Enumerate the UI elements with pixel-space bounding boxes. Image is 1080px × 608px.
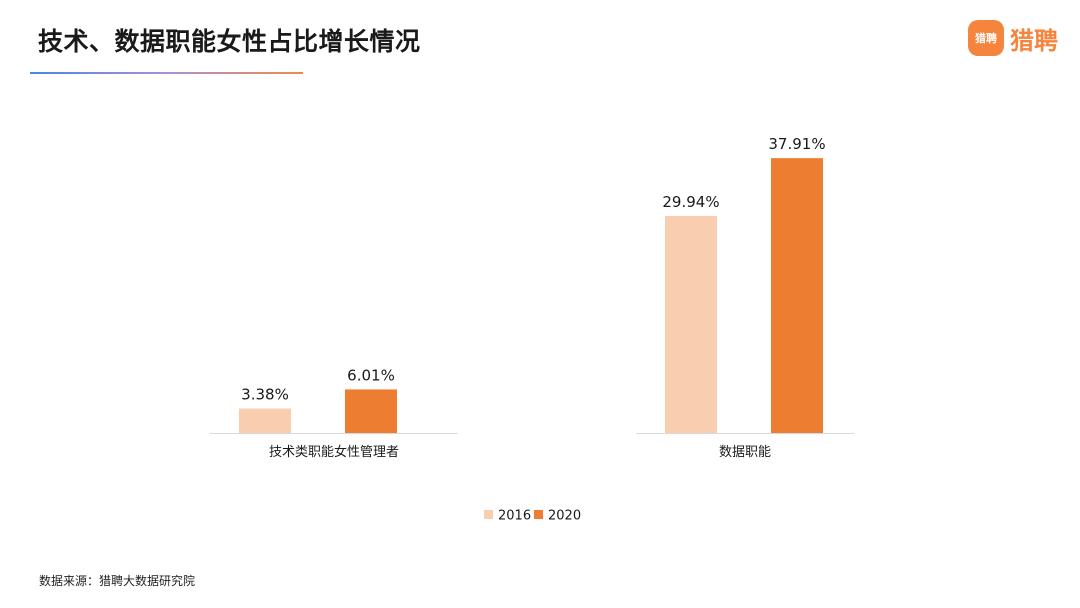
- source-note: 数据来源：猎聘大数据研究院: [39, 574, 196, 588]
- bar-2016-2: [665, 215, 717, 433]
- brand-logo: 猎聘 猎聘: [968, 20, 1058, 56]
- category-label: 技术类职能女性管理者: [269, 444, 399, 460]
- category-label: 数据职能: [719, 445, 771, 460]
- data-label: 3.38%: [241, 385, 289, 403]
- data-label: 6.01%: [347, 366, 395, 384]
- brand-name: 猎聘: [1010, 26, 1058, 55]
- bar-2016-1: [239, 408, 291, 433]
- title-underline: [30, 72, 303, 74]
- page-title: 技术、数据职能女性占比增长情况: [38, 27, 421, 56]
- legend-label: 2020: [548, 509, 581, 524]
- brand-speech-bubble-icon: 猎聘: [968, 20, 1004, 56]
- data-label: 29.94%: [662, 193, 719, 211]
- bar-chart: 3.38% 6.01% 技术类职能女性管理者 29.94% 37.91% 数据职能 2016…: [210, 135, 854, 524]
- legend-label: 2016: [498, 509, 531, 524]
- legend-swatch-2016: [484, 510, 493, 519]
- data-label: 37.91%: [768, 135, 825, 153]
- legend-swatch-2020: [534, 510, 543, 519]
- bar-2020-2: [771, 158, 823, 433]
- bar-2020-1: [345, 389, 397, 433]
